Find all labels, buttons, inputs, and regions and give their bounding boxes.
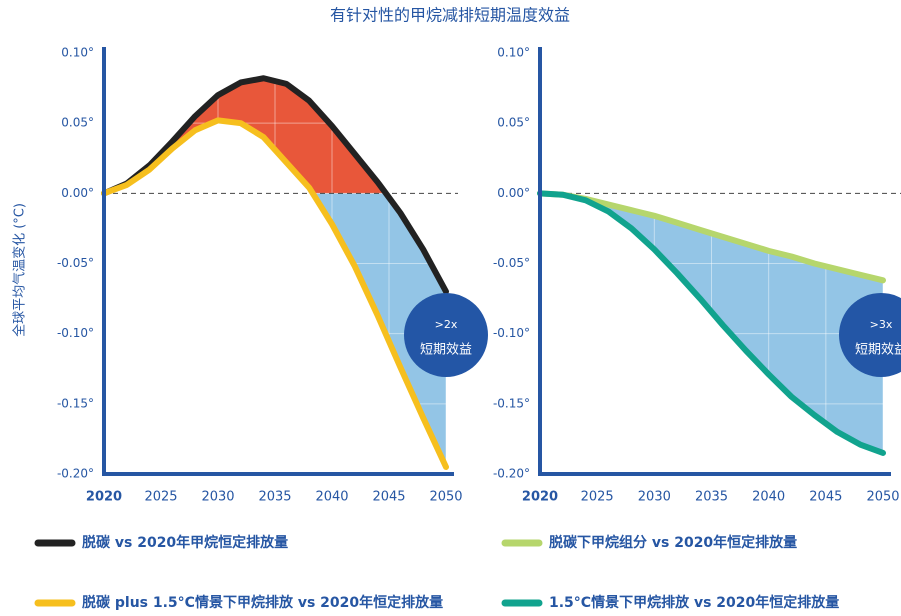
difference-area-below xyxy=(104,193,446,467)
y-tick-label: 0.05° xyxy=(61,116,94,130)
y-tick-label: 0.10° xyxy=(497,46,530,60)
x-tick-label: 2035 xyxy=(258,490,291,505)
y-tick-label: -0.10° xyxy=(57,326,94,340)
y-tick-label: -0.10° xyxy=(493,326,530,340)
y-tick-label: 0.10° xyxy=(61,46,94,60)
x-tick-label: 2020 xyxy=(86,490,122,505)
annotation-badge xyxy=(839,293,901,377)
y-tick-label: 0.00° xyxy=(61,186,94,200)
x-tick-label: 2050 xyxy=(866,490,899,505)
legend-label: 1.5°C情景下甲烷排放 vs 2020年恒定排放量 xyxy=(549,594,839,611)
x-tick-label: 2025 xyxy=(581,490,614,505)
series-line xyxy=(101,75,449,295)
y-tick-label: -0.20° xyxy=(493,467,530,481)
y-tick-label: 0.00° xyxy=(497,186,530,200)
difference-area-below xyxy=(540,193,883,453)
y-tick-label: -0.15° xyxy=(57,396,94,410)
annotation-text: 短期效益 xyxy=(420,343,472,358)
difference-area-above xyxy=(104,78,386,194)
legend-label: 脱碳下甲烷组分 vs 2020年恒定排放量 xyxy=(549,534,797,551)
x-tick-label: 2040 xyxy=(752,490,785,505)
x-tick-label: 2050 xyxy=(429,490,462,505)
x-tick-label: 2025 xyxy=(144,490,177,505)
x-tick-label: 2030 xyxy=(638,490,671,505)
y-tick-label: -0.05° xyxy=(493,256,530,270)
x-tick-label: 2035 xyxy=(695,490,728,505)
annotation-text: 短期效益 xyxy=(855,343,901,358)
annotation-text: >3x xyxy=(870,318,893,331)
x-tick-label: 2040 xyxy=(315,490,348,505)
legend-label: 脱碳 vs 2020年甲烷恒定排放量 xyxy=(82,534,288,551)
y-tick-label: -0.15° xyxy=(493,396,530,410)
y-tick-label: 0.05° xyxy=(497,116,530,130)
x-tick-label: 2045 xyxy=(372,490,405,505)
series-line xyxy=(537,190,886,456)
x-tick-label: 2030 xyxy=(201,490,234,505)
chart-title: 有针对性的甲烷减排短期温度效益 xyxy=(330,6,570,25)
series-line xyxy=(537,190,886,284)
y-tick-label: -0.20° xyxy=(57,467,94,481)
x-tick-label: 2020 xyxy=(522,490,558,505)
series-line xyxy=(101,117,449,470)
y-axis-label: 全球平均气温变化 (°C) xyxy=(12,203,28,337)
annotation-badge xyxy=(404,293,488,377)
y-tick-label: -0.05° xyxy=(57,256,94,270)
x-tick-label: 2045 xyxy=(809,490,842,505)
legend-label: 脱碳 plus 1.5°C情景下甲烷排放 vs 2020年恒定排放量 xyxy=(82,594,443,611)
annotation-text: >2x xyxy=(435,318,458,331)
